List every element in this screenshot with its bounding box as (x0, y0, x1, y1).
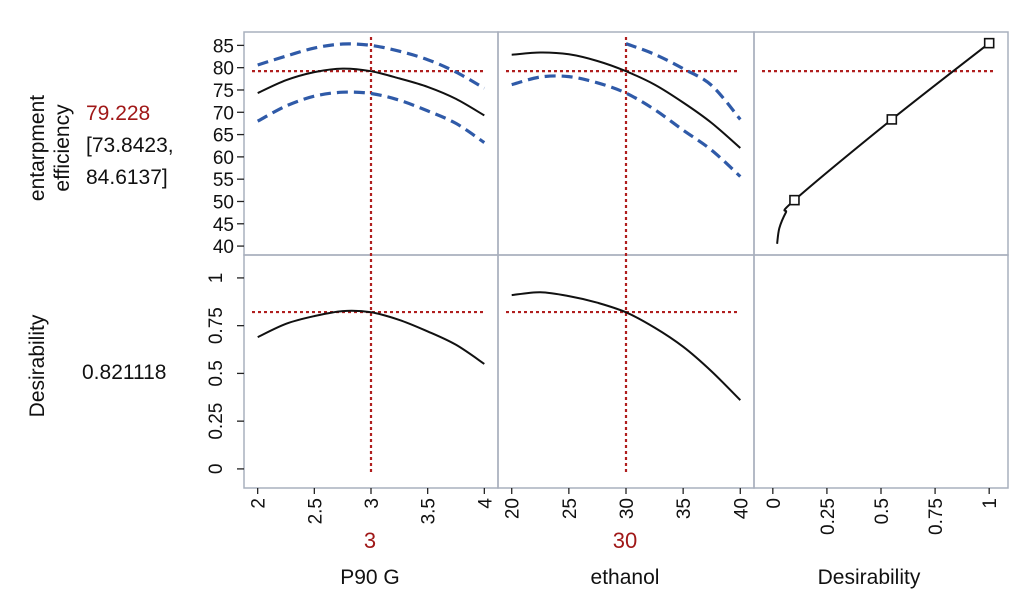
y-tick-label: 80 (213, 59, 234, 80)
y-tick-label: 0.5 (206, 360, 227, 386)
y-tick-label: 55 (213, 170, 234, 191)
y-tick-label: 70 (213, 103, 234, 124)
y-tick-label: 45 (213, 215, 234, 236)
y-tick-label: 0.25 (206, 403, 227, 440)
desirability-handle[interactable] (886, 114, 898, 125)
x-tick-label: 25 (560, 498, 581, 519)
fit-curve (511, 51, 741, 149)
x-tick-label: 2 (249, 498, 270, 509)
x-tick-label: 0.25 (818, 498, 839, 535)
x-axis-label-ethanol: ethanol (591, 566, 660, 589)
upper-ci-curve (257, 42, 486, 90)
confidence-interval-low: [73.8423, (86, 134, 174, 157)
predicted-value: 79.228 (86, 102, 150, 125)
x-tick-label: 20 (503, 498, 524, 519)
x-tick-label: 0 (764, 498, 785, 509)
x-axis-label-desirability: Desirability (818, 566, 921, 589)
lower-ci-curve (511, 74, 742, 178)
lower-ci-curve (256, 90, 486, 144)
x-tick-label: 3.5 (419, 498, 440, 524)
x-tick-label: 1 (980, 498, 1001, 509)
fit-curve (257, 309, 485, 365)
response-label-line2: efficiency (51, 104, 74, 192)
fit-curve (511, 291, 741, 401)
x-tick-label: 2.5 (305, 498, 326, 524)
y-tick-label: 0 (206, 464, 227, 475)
x-tick-label: 0.75 (926, 498, 947, 535)
x-tick-label: 3 (362, 498, 383, 509)
desirability-value: 0.821118 (82, 361, 166, 384)
desirability-handle[interactable] (983, 37, 995, 49)
fit-curve (257, 67, 485, 117)
x-tick-label: 4 (475, 498, 496, 509)
y-tick-label: 1 (206, 273, 227, 284)
upper-ci-curve (625, 42, 742, 121)
y-tick-label: 60 (213, 148, 234, 169)
y-tick-label: 85 (213, 36, 234, 57)
x-tick-label: 0.5 (872, 498, 893, 524)
x-tick-label: 35 (674, 498, 695, 519)
desirability-handle[interactable] (789, 194, 800, 206)
y-tick-label: 0.75 (206, 307, 227, 344)
y-tick-label: 40 (213, 237, 234, 258)
desirability-row-label: Desirability (26, 314, 49, 417)
y-tick-label: 65 (213, 126, 234, 147)
x-tick-label: 30 (617, 498, 638, 519)
current-value-p90g: 3 (364, 528, 376, 553)
current-value-ethanol: 30 (613, 528, 637, 553)
y-tick-label: 75 (213, 81, 234, 102)
response-label-line1: entarpment (26, 95, 49, 201)
confidence-interval-high: 84.6137] (86, 166, 168, 189)
y-tick-label: 50 (213, 192, 234, 213)
x-tick-label: 40 (731, 498, 752, 519)
x-axis-label-p90g: P90 G (340, 566, 400, 589)
